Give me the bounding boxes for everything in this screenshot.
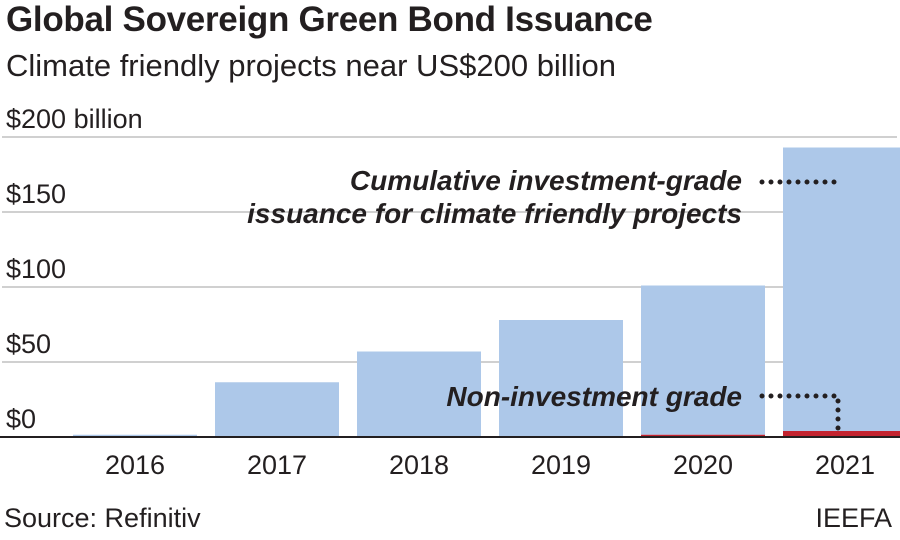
annotation-investment-grade: Cumulative investment-grade issuance for …	[247, 165, 742, 229]
x-tick-label-2017: 2017	[247, 450, 307, 480]
bar-non-investment-grade-2021	[783, 431, 900, 437]
y-tick-label-50: $50	[6, 329, 51, 359]
annotation-non-investment-grade: Non-investment grade	[446, 381, 742, 412]
x-tick-label-2018: 2018	[389, 450, 449, 480]
x-tick-label-2020: 2020	[673, 450, 733, 480]
bar-investment-grade-2021	[783, 147, 900, 431]
chart-subtitle: Climate friendly projects near US$200 bi…	[6, 48, 616, 83]
y-tick-label-0: $0	[6, 404, 36, 434]
leader-non-investment-grade	[759, 393, 841, 433]
chart-title: Global Sovereign Green Bond Issuance	[6, 0, 653, 39]
x-tick-label-2019: 2019	[531, 450, 591, 480]
x-tick-label-2021: 2021	[815, 450, 875, 480]
bar-investment-grade-2016	[73, 434, 197, 437]
y-tick-label-200: $200 billion	[6, 104, 143, 134]
bar-investment-grade-2019	[499, 320, 623, 437]
y-tick-label-100: $100	[6, 254, 66, 284]
bar-investment-grade-2020	[641, 285, 765, 435]
credit-label: IEEFA	[815, 503, 892, 533]
bar-investment-grade-2017	[215, 382, 339, 437]
y-tick-label-150: $150	[6, 179, 66, 209]
bar-investment-grade-2018	[357, 351, 481, 437]
source-note: Source: Refinitiv	[4, 503, 201, 533]
x-tick-label-2016: 2016	[105, 450, 165, 480]
bar-non-investment-grade-2020	[641, 434, 765, 437]
